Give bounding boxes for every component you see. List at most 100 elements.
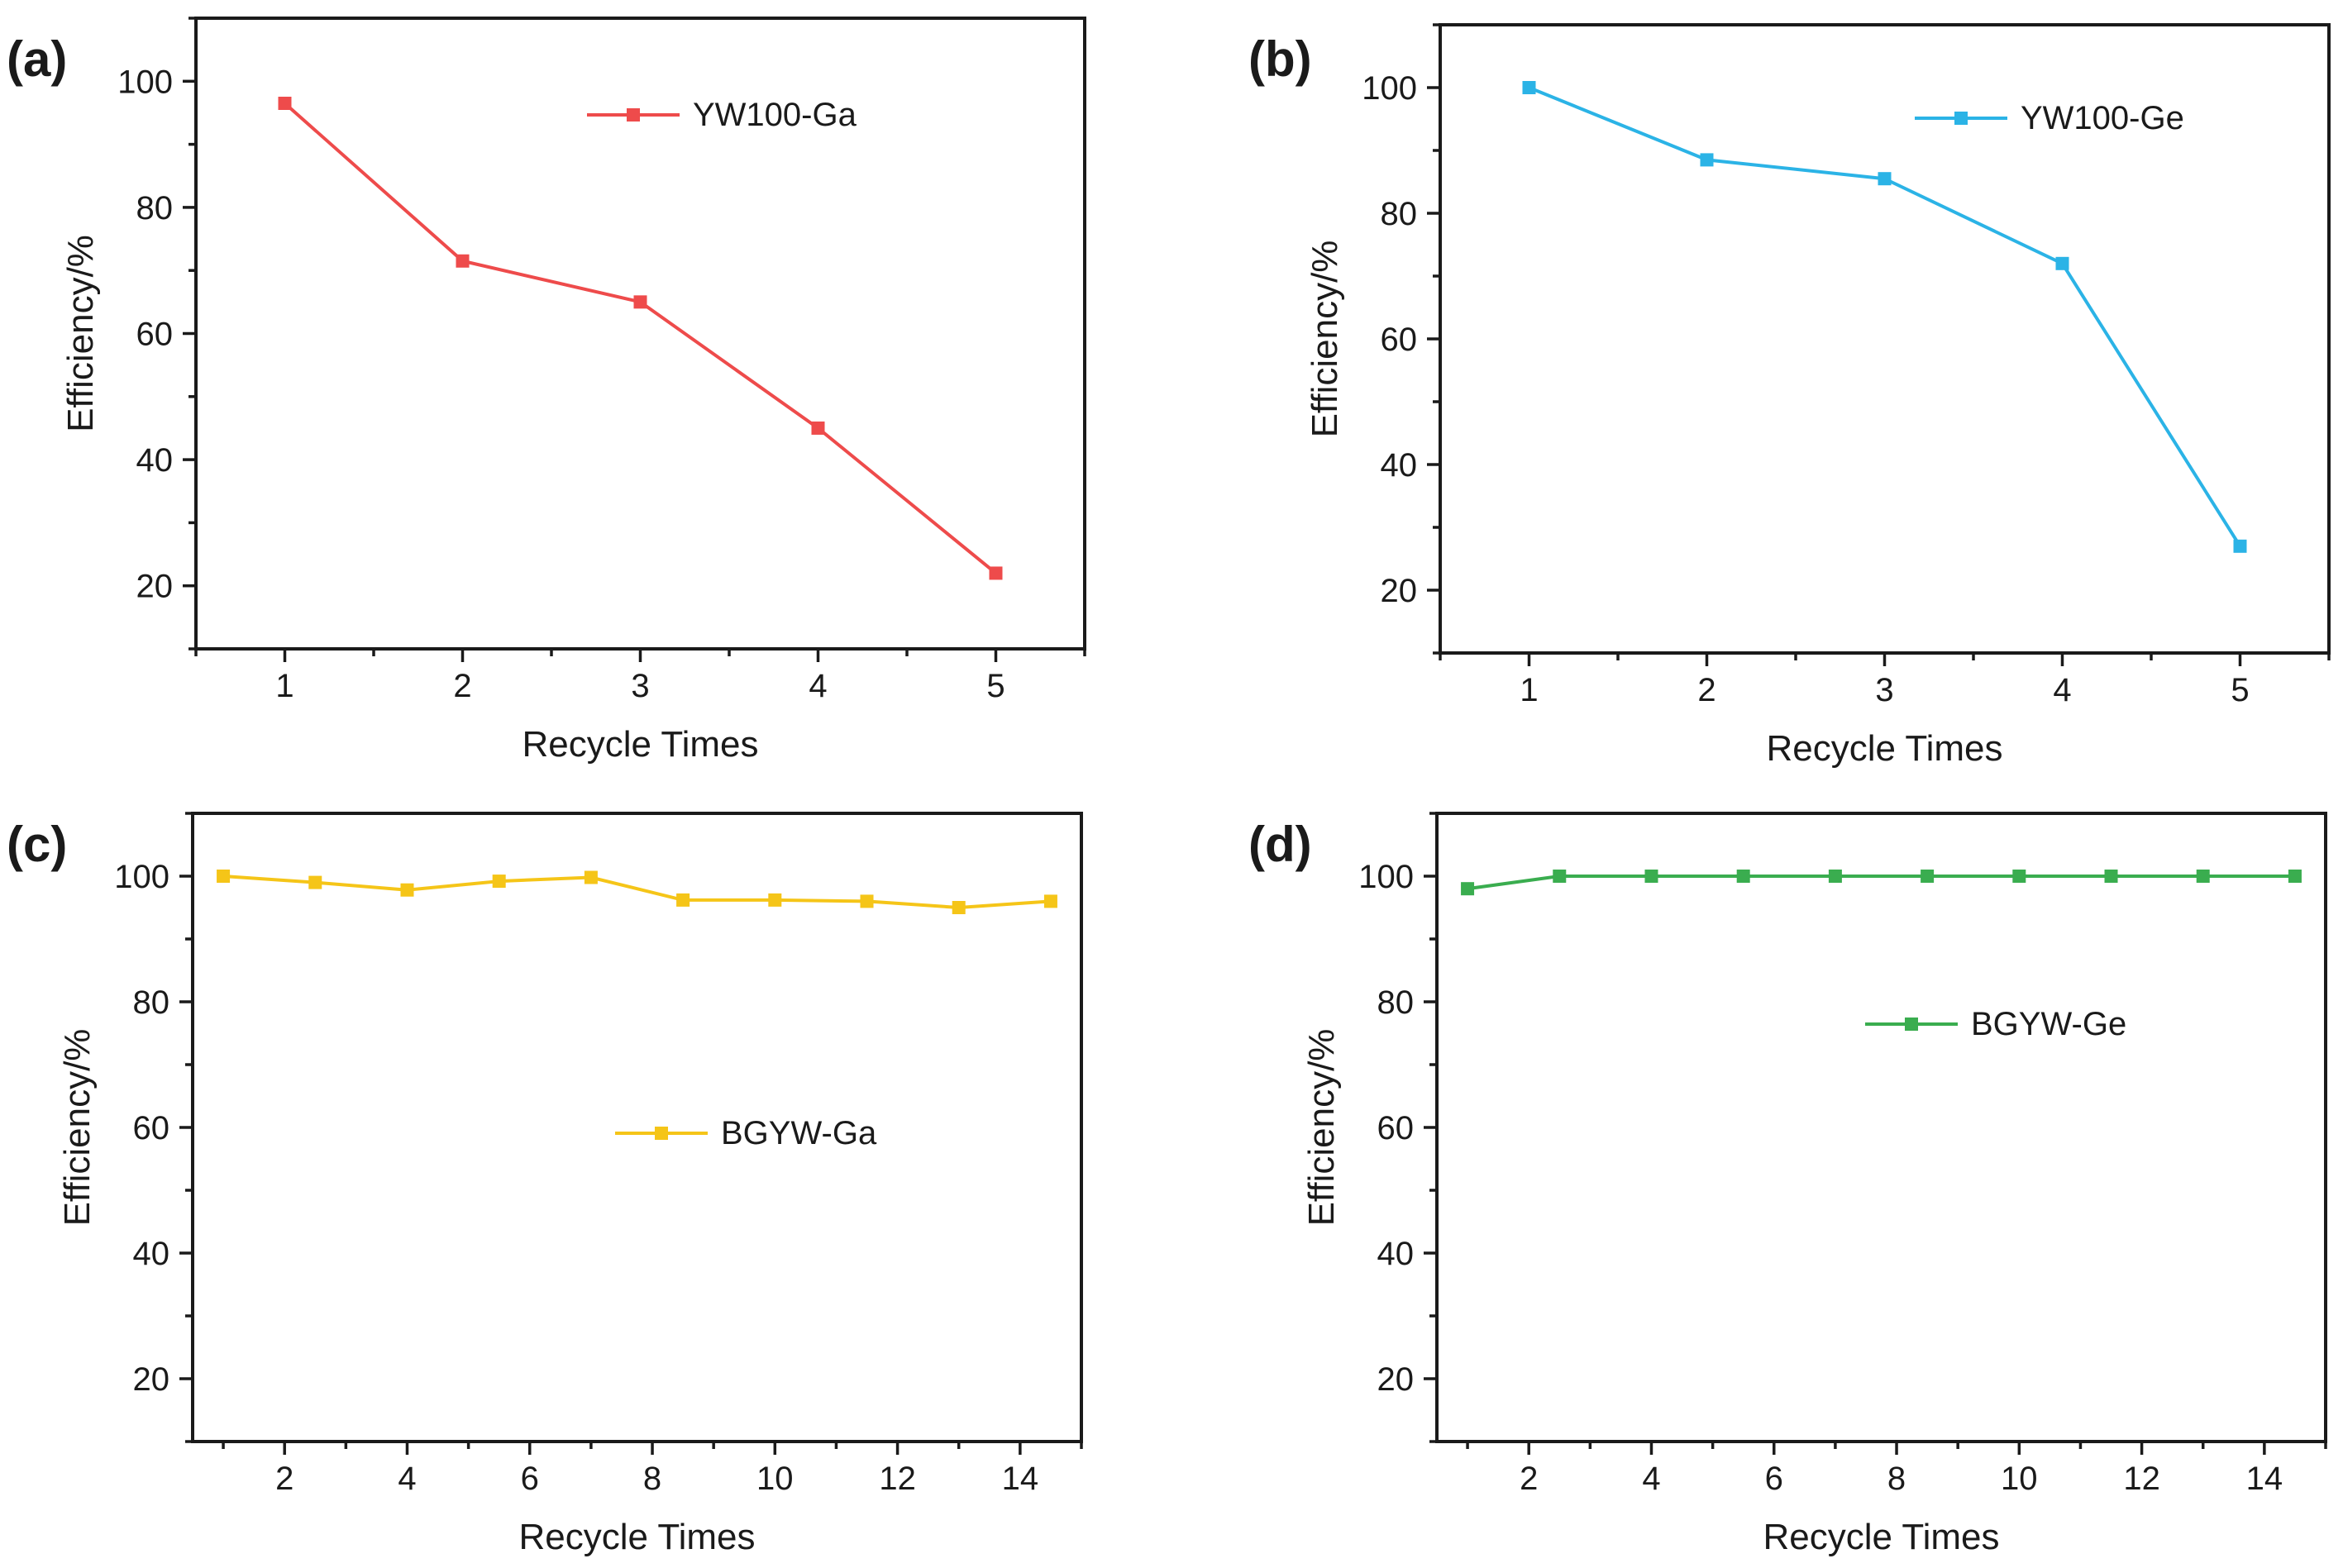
panel-label: (b)	[1248, 31, 1312, 87]
y-tick-label: 20	[1381, 573, 1418, 609]
y-tick-label: 80	[133, 984, 170, 1021]
x-tick-label: 12	[879, 1461, 916, 1497]
data-point	[1553, 870, 1567, 883]
y-tick-label: 20	[133, 1361, 170, 1398]
y-tick-label: 60	[1377, 1110, 1415, 1146]
x-tick-label: 5	[986, 668, 1004, 704]
y-tick-label: 20	[1377, 1361, 1415, 1398]
legend-marker	[1954, 112, 1968, 125]
legend-marker	[1905, 1018, 1918, 1031]
data-point	[1461, 882, 1475, 896]
x-tick-label: 12	[2123, 1461, 2160, 1497]
data-point	[2012, 870, 2026, 883]
data-point	[1700, 153, 1714, 167]
y-tick-label: 100	[117, 64, 173, 100]
data-point	[676, 893, 690, 907]
data-point	[492, 875, 506, 889]
series-line	[1467, 875, 2295, 891]
data-point	[1921, 870, 1935, 883]
legend-marker	[627, 108, 640, 122]
data-point	[1828, 870, 1842, 883]
y-tick-label: 80	[1377, 984, 1415, 1021]
x-tick-label: 4	[2053, 672, 2071, 708]
data-point	[400, 883, 414, 897]
y-tick-label: 60	[1381, 322, 1418, 358]
legend-marker	[655, 1127, 668, 1140]
x-tick-label: 4	[809, 668, 827, 704]
data-point	[952, 901, 966, 914]
panel-b: (b) 20 40 60 80 100 1 2 3 4 5 Recycle Times Efficien…	[1248, 23, 2331, 769]
x-tick-label: 6	[521, 1461, 539, 1497]
data-point	[1644, 870, 1658, 883]
x-axis-title: Recycle Times	[522, 724, 758, 765]
data-point	[860, 894, 874, 908]
x-tick-label: 5	[2231, 672, 2249, 708]
panel-label: (d)	[1248, 817, 1312, 872]
x-tick-label: 6	[1765, 1461, 1783, 1497]
data-point	[2196, 870, 2210, 883]
x-tick-label: 3	[1875, 672, 1893, 708]
x-tick-label: 8	[643, 1461, 661, 1497]
legend-label: BGYW-Ga	[721, 1115, 877, 1151]
data-point	[1043, 894, 1057, 908]
data-point	[1878, 172, 1892, 186]
y-tick-label: 40	[133, 1236, 170, 1272]
y-axis-title: Efficiency/%	[1301, 1029, 1342, 1227]
y-tick-label: 20	[136, 569, 174, 605]
y-tick-label: 100	[1358, 859, 1414, 895]
y-axis-title: Efficiency/%	[1305, 241, 1345, 438]
data-point	[1736, 870, 1750, 883]
x-tick-label: 1	[275, 668, 293, 704]
x-tick-label: 2	[275, 1461, 293, 1497]
data-point	[768, 893, 782, 907]
y-tick-label: 100	[1362, 70, 1417, 107]
data-point	[2104, 870, 2118, 883]
x-tick-label: 2	[1697, 672, 1715, 708]
y-tick-label: 40	[1381, 447, 1418, 484]
panel-label: (c)	[7, 817, 67, 872]
data-point	[989, 566, 1003, 580]
series-line	[284, 102, 997, 574]
x-tick-label: 10	[2001, 1461, 2038, 1497]
x-tick-label: 14	[1002, 1461, 1039, 1497]
x-tick-label: 1	[1520, 672, 1538, 708]
plot-frame	[194, 17, 1086, 651]
data-point	[456, 254, 470, 268]
y-tick-label: 40	[1377, 1236, 1415, 1272]
data-point	[584, 870, 598, 884]
legend-label: BGYW-Ge	[1971, 1006, 2126, 1042]
panel-d: (d) 20 40 60 80 100 2 4 6 8 10 12 14 Recycle Times Eff…	[1248, 812, 2327, 1557]
data-point	[1522, 81, 1536, 94]
y-tick-label: 40	[136, 442, 174, 479]
x-tick-label: 4	[1642, 1461, 1660, 1497]
data-point	[278, 97, 292, 111]
x-tick-label: 14	[2246, 1461, 2283, 1497]
y-tick-label: 80	[1381, 196, 1418, 232]
y-tick-label: 100	[114, 859, 169, 895]
x-axis-title: Recycle Times	[518, 1517, 755, 1557]
data-point	[2288, 870, 2302, 883]
series-line	[1528, 86, 2242, 547]
panel-label: (a)	[7, 31, 67, 87]
plot-frame	[1439, 23, 2331, 655]
y-tick-label: 60	[136, 317, 174, 353]
plot-frame	[1435, 812, 2327, 1443]
data-point	[633, 295, 647, 309]
y-axis-title: Efficiency/%	[60, 235, 101, 432]
y-tick-label: 80	[136, 190, 174, 226]
x-tick-label: 4	[398, 1461, 416, 1497]
panel-a: (a) 20 40 60 80 100 1 2 3 4 5 Recycle Times Efficien…	[7, 17, 1086, 765]
series-line	[222, 875, 1052, 910]
x-tick-label: 8	[1887, 1461, 1906, 1497]
x-tick-label: 3	[631, 668, 649, 704]
x-tick-label: 10	[756, 1461, 794, 1497]
data-point	[2233, 539, 2247, 553]
legend-label: YW100-Ge	[2021, 100, 2184, 136]
x-tick-label: 2	[1520, 1461, 1538, 1497]
y-axis-title: Efficiency/%	[57, 1029, 98, 1227]
data-point	[2055, 256, 2069, 270]
x-axis-title: Recycle Times	[1763, 1517, 1999, 1557]
x-tick-label: 2	[453, 668, 471, 704]
data-point	[811, 421, 825, 435]
